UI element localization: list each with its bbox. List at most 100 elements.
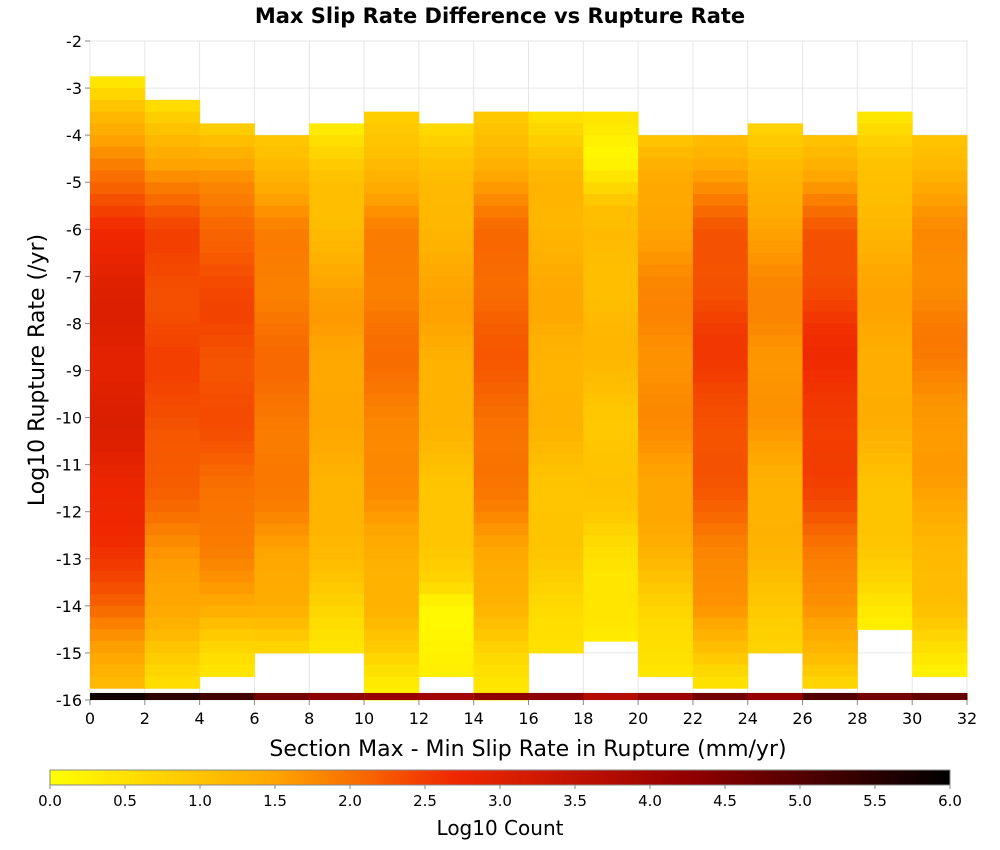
heatmap-cell (692, 570, 749, 583)
heatmap-cell (418, 264, 475, 277)
y-tick-label: -7 (66, 267, 82, 286)
heatmap-cell (802, 394, 858, 407)
heatmap-cell (309, 570, 365, 583)
heatmap-bottom-cell (692, 692, 749, 700)
heatmap-cell (528, 382, 584, 395)
heatmap-cell (254, 452, 310, 466)
heatmap-cell (418, 523, 475, 536)
heatmap-cell (692, 499, 749, 513)
heatmap-cell (528, 370, 584, 383)
heatmap-cell (583, 582, 639, 595)
heatmap-cell (90, 382, 146, 395)
heatmap-cell (364, 570, 420, 583)
heatmap-cell (912, 641, 968, 654)
heatmap-cell (638, 476, 694, 489)
heatmap-cell (912, 488, 968, 501)
heatmap-cell (473, 146, 529, 160)
heatmap-cell (638, 288, 694, 301)
heatmap-cell (912, 370, 968, 383)
heatmap-cell (473, 335, 529, 348)
colorbar-tick-label: 4.0 (638, 792, 662, 810)
heatmap-cell (638, 452, 694, 466)
heatmap-cell (528, 617, 584, 630)
heatmap-cell (309, 370, 365, 383)
heatmap-cell (144, 617, 201, 630)
colorbar-tick-label: 1.5 (263, 792, 287, 810)
heatmap-cell (473, 123, 529, 136)
heatmap-cell (692, 641, 749, 654)
heatmap-cell (857, 299, 913, 313)
heatmap-cell (364, 370, 420, 383)
heatmap-cell (473, 535, 529, 548)
heatmap-cell (144, 511, 201, 524)
heatmap-bottom-cell (364, 692, 420, 700)
heatmap-cell (254, 511, 310, 524)
heatmap-cell (309, 264, 365, 277)
heatmap-cell (747, 370, 804, 383)
heatmap-cell (473, 629, 529, 642)
heatmap-cell (418, 488, 475, 501)
heatmap-cell (528, 429, 584, 442)
heatmap-cell (692, 370, 749, 383)
heatmap-cell (528, 170, 584, 183)
heatmap-cell (692, 652, 749, 666)
x-tick-label: 18 (573, 709, 593, 728)
heatmap-cell (90, 452, 146, 466)
heatmap-cell (857, 476, 913, 489)
heatmap-cell (747, 488, 804, 501)
heatmap-cell (857, 264, 913, 277)
heatmap-cell (90, 476, 146, 489)
heatmap-cell (857, 441, 913, 454)
heatmap-cell (638, 417, 694, 430)
heatmap-cell (802, 358, 858, 371)
heatmap-cell (90, 523, 146, 536)
heatmap-cell (199, 335, 255, 348)
heatmap-cell (583, 429, 639, 442)
heatmap-cell (473, 488, 529, 501)
heatmap-cell (912, 229, 968, 242)
heatmap-cell (583, 605, 639, 619)
x-tick-label: 14 (464, 709, 484, 728)
heatmap-cell (364, 323, 420, 336)
heatmap-cell (528, 535, 584, 548)
heatmap-cell (473, 441, 529, 454)
heatmap-cell (199, 535, 255, 548)
heatmap-cell (802, 370, 858, 383)
heatmap-cell (747, 499, 804, 513)
heatmap-cell (583, 499, 639, 513)
heatmap-cell (90, 594, 146, 607)
heatmap-cell (912, 135, 968, 148)
heatmap-cell (528, 217, 584, 230)
heatmap-cell (692, 617, 749, 630)
heatmap-cell (583, 217, 639, 230)
heatmap-cell (254, 641, 310, 654)
heatmap-cell (254, 146, 310, 160)
heatmap-cell (144, 570, 201, 583)
heatmap-cell (473, 299, 529, 313)
heatmap-cell (473, 358, 529, 371)
heatmap-cell (418, 605, 475, 619)
heatmap-cell (309, 535, 365, 548)
heatmap-cell (583, 288, 639, 301)
heatmap-cell (364, 488, 420, 501)
heatmap-cell (473, 288, 529, 301)
heatmap-cell (583, 511, 639, 524)
heatmap-cell (254, 205, 310, 219)
heatmap-cell (418, 594, 475, 607)
heatmap-cell (747, 452, 804, 466)
heatmap-cell (583, 476, 639, 489)
y-tick-label: -14 (56, 597, 82, 616)
heatmap-cell (254, 241, 310, 254)
x-tick-label: 22 (683, 709, 703, 728)
heatmap-cell (638, 193, 694, 207)
heatmap-cell (199, 652, 255, 666)
heatmap-cell (638, 346, 694, 360)
heatmap-cell (199, 370, 255, 383)
heatmap-cell (364, 652, 420, 666)
heatmap-cell (144, 629, 201, 642)
heatmap-cell (912, 429, 968, 442)
heatmap-cell (144, 99, 201, 113)
heatmap-cell (747, 252, 804, 266)
heatmap-cell (912, 358, 968, 371)
heatmap-cell (364, 358, 420, 371)
